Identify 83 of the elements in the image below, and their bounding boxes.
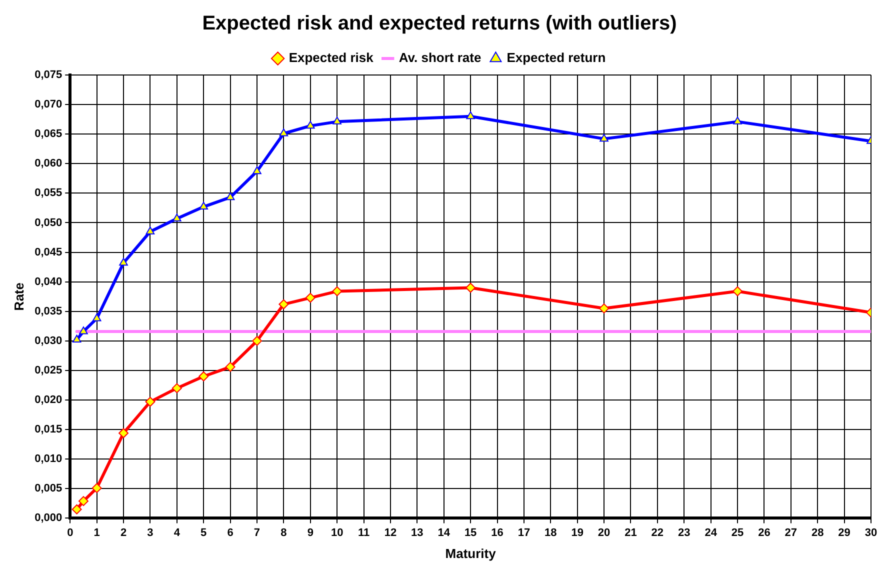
x-tick-label: 25 [731,526,744,539]
x-tick-label: 0 [67,526,74,539]
point [72,504,82,514]
x-tick-label: 27 [784,526,798,539]
y-tick-label: 0,040 [34,276,62,288]
point [332,286,342,296]
point [732,286,743,296]
x-tick-label: 11 [358,526,370,539]
x-tick-label: 3 [147,526,154,539]
y-axis-title: Rate [11,282,26,311]
y-tick-label: 0,060 [34,158,62,170]
point [305,292,316,303]
y-tick-label: 0,070 [34,98,62,111]
x-tick-label: 13 [411,526,424,539]
x-tick-label: 28 [811,526,824,539]
y-tick-label: 0,045 [34,246,62,258]
point [332,116,342,124]
x-tick-label: 30 [864,526,878,539]
point [225,362,236,372]
point [226,192,235,200]
point [78,496,88,506]
y-tick-label: 0,050 [34,216,62,229]
x-tick-label: 6 [227,526,234,539]
y-tick-label: 0,010 [34,453,62,466]
x-tick-label: 22 [651,526,664,539]
point [172,383,182,394]
point [119,258,128,266]
legend-label: Expected risk [288,50,374,66]
y-tick-label: 0,000 [34,512,62,524]
point [146,226,155,234]
x-tick-label: 5 [200,526,207,539]
x-tick-label: 18 [544,526,557,539]
point [72,334,82,342]
point [278,299,289,310]
point [733,116,742,124]
point [198,371,209,382]
point [306,120,315,129]
x-tick-label: 20 [598,526,610,539]
x-tick-label: 19 [571,526,584,539]
point [252,166,262,174]
point [199,202,208,210]
x-tick-label: 2 [120,526,127,539]
point [172,214,182,222]
y-tick-label: 0,075 [34,69,62,82]
x-tick-label: 10 [330,526,344,539]
point [599,303,610,314]
legend-label: Av. short rate [398,50,482,66]
point [279,128,288,136]
y-tick-label: 0,030 [34,334,62,347]
y-tick-label: 0,005 [34,482,62,495]
point [466,282,476,293]
point [145,396,156,407]
y-tick-label: 0,020 [34,394,62,406]
x-tick-label: 17 [518,526,530,539]
point [466,111,475,120]
point [118,428,129,438]
x-tick-label: 29 [838,526,850,539]
y-tick-label: 0,055 [34,187,62,200]
y-tick-label: 0,065 [34,128,62,140]
x-tick-label: 4 [174,526,181,539]
chart-title: Expected risk and expected returns (with outliers) [202,12,677,35]
x-tick-label: 26 [758,526,770,539]
x-tick-label: 24 [704,526,718,539]
legend-label: Expected return [506,50,606,66]
x-tick-label: 9 [307,526,314,539]
point [92,313,102,322]
x-tick-label: 21 [624,526,637,539]
x-tick-label: 8 [280,526,287,539]
x-tick-label: 16 [491,526,504,539]
x-tick-label: 7 [254,526,260,539]
point [92,483,102,494]
y-tick-label: 0,035 [34,305,62,318]
x-tick-label: 15 [464,526,477,539]
x-tick-label: 14 [438,526,451,539]
point [600,134,608,142]
point [252,336,262,346]
y-tick-label: 0,025 [34,364,62,376]
x-tick-label: 23 [678,526,690,539]
x-axis-title: Maturity [445,546,497,561]
point [79,326,88,334]
x-tick-label: 12 [384,526,397,539]
x-tick-label: 1 [94,526,100,539]
y-tick-label: 0,015 [34,424,62,436]
